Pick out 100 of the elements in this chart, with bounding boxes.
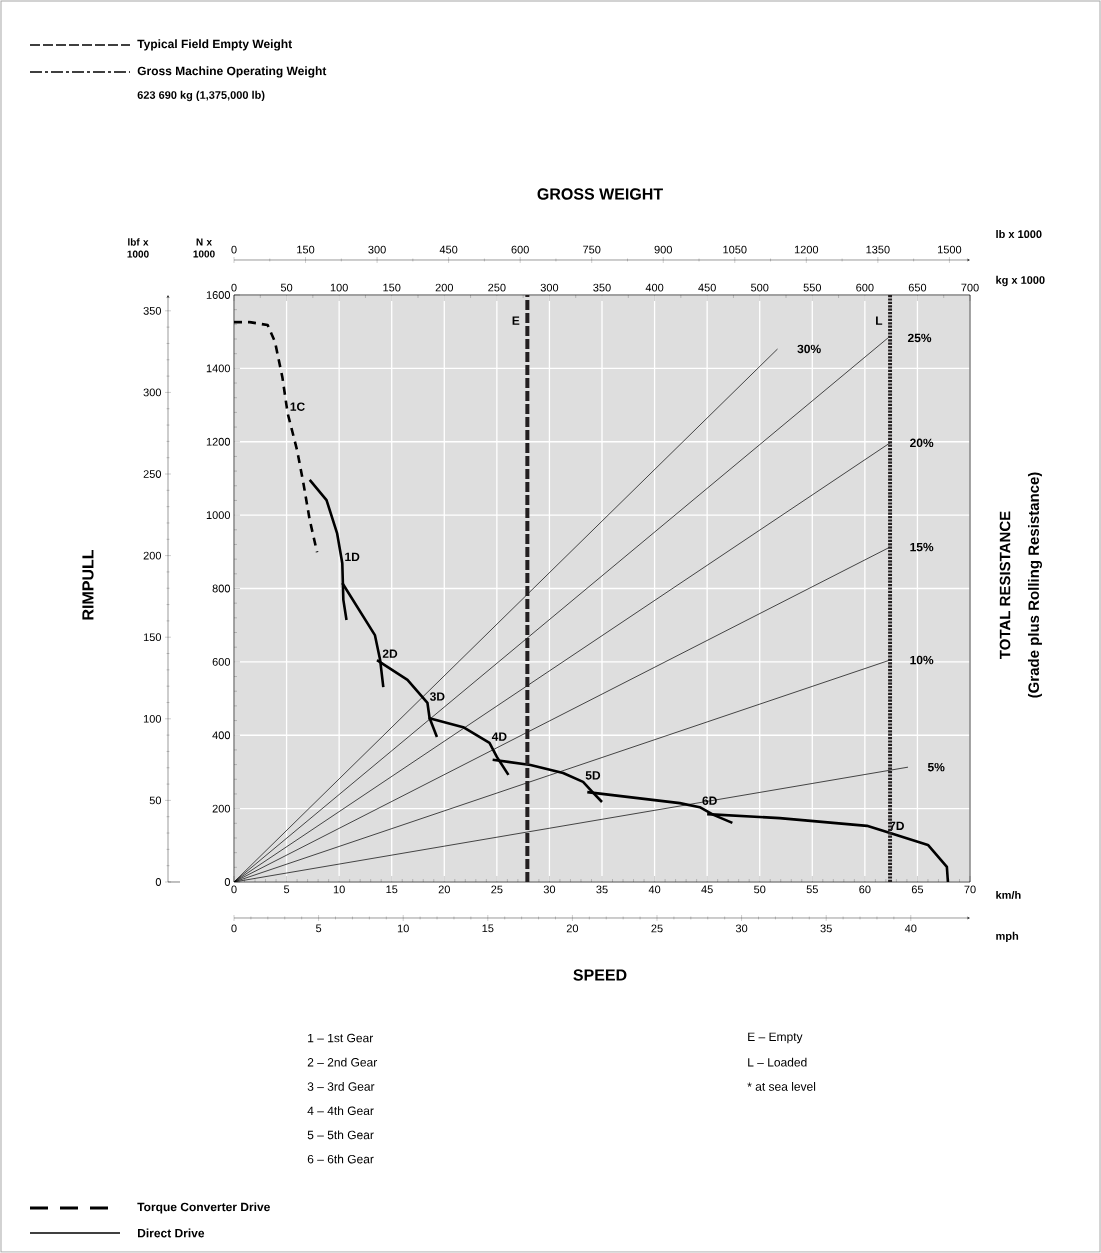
x2-tick-label: 25	[651, 924, 663, 933]
y2-axis-title: lbf x 1000	[127, 238, 149, 258]
x2-tick-label: 1500	[938, 245, 962, 254]
series-label: 25%	[907, 333, 932, 343]
ref-line-label: L	[876, 316, 883, 325]
y2-tick-label: 0	[155, 878, 162, 886]
x-tick-label: 25	[491, 885, 503, 894]
series-label: 15%	[910, 542, 934, 552]
y2-tick-label: 150	[143, 633, 162, 642]
x-tick-label: 60	[859, 885, 871, 894]
x-tick-label: 200	[435, 283, 454, 292]
text: 5 – 5th Gear	[307, 1130, 374, 1140]
x-tick-label: 450	[698, 283, 716, 292]
y2-tick-label: 300	[143, 388, 162, 397]
series-label: 10%	[910, 655, 934, 665]
x-tick-label: 45	[701, 885, 713, 894]
x-tick-label: 350	[593, 283, 611, 292]
text: (Grade plus Rolling Resistance)	[1027, 472, 1043, 698]
text: Gross Machine Operating Weight	[137, 66, 327, 78]
y-tick-label: 200	[212, 804, 231, 813]
y2-tick-label: 100	[143, 714, 162, 723]
x2-tick-label: 150	[297, 245, 315, 254]
x2-tick-label: 600	[511, 245, 529, 254]
x-axis-title: kg x 1000	[996, 275, 1045, 287]
y2-tick-label: 250	[143, 470, 162, 478]
y-tick-label: 0	[224, 878, 231, 886]
text: Torque Converter Drive	[137, 1202, 270, 1214]
series-label: 4D	[491, 732, 507, 741]
x2-tick-label: 300	[368, 245, 386, 254]
series-label: 5D	[585, 771, 601, 780]
text: 3 – 3rd Gear	[307, 1082, 375, 1091]
series-label: 6D	[702, 796, 717, 805]
text: L – Loaded	[748, 1057, 807, 1067]
x2-tick-label: 5	[315, 924, 322, 933]
x2-tick-label: 15	[482, 924, 494, 933]
x-tick-label: 20	[438, 885, 450, 894]
text: 1 – 1st Gear	[308, 1033, 374, 1043]
x-tick-label: 650	[908, 283, 927, 292]
x2-tick-label: 1050	[723, 245, 747, 254]
x-tick-label: 50	[754, 885, 766, 894]
x-tick-label: 35	[596, 885, 608, 894]
x-tick-label: 100	[330, 283, 348, 292]
x-tick-label: 700	[961, 283, 979, 292]
x-tick-label: 600	[856, 283, 874, 292]
x-tick-label: 15	[386, 885, 398, 894]
y-tick-label: 600	[212, 657, 231, 666]
series-label: 1C	[290, 402, 305, 411]
text: 4 – 4th Gear	[307, 1106, 374, 1115]
x-tick-label: 40	[648, 885, 661, 894]
x2-tick-label: 900	[654, 245, 672, 254]
x-tick-label: 5	[283, 885, 290, 894]
text: Typical Field Empty Weight	[137, 39, 292, 51]
series-label: 2D	[382, 649, 398, 658]
x2-tick-label: 1350	[866, 245, 890, 254]
text: 623 690 kg (1,375,000 lb)	[137, 90, 265, 102]
ref-line-label: E	[512, 316, 520, 325]
series-label: 3D	[429, 692, 445, 701]
x-tick-label: 0	[231, 283, 237, 292]
y-tick-label: 1200	[206, 437, 231, 446]
x2-tick-label: 0	[231, 924, 237, 933]
series-label: 30%	[797, 344, 821, 354]
text: RIMPULL	[82, 549, 94, 620]
text: SPEED	[573, 969, 627, 981]
y-tick-label: 800	[212, 584, 231, 593]
x2-tick-label: 35	[820, 924, 832, 933]
x-tick-label: 150	[383, 283, 401, 292]
x-tick-label: 550	[803, 283, 822, 292]
y-axis-title: N x 1000	[193, 238, 215, 258]
x-axis-title: km/h	[996, 890, 1021, 900]
x2-tick-label: 0	[231, 245, 237, 254]
x2-tick-label: 750	[583, 245, 601, 254]
y-tick-label: 1400	[206, 364, 231, 373]
text: Direct Drive	[138, 1228, 205, 1238]
series-label: 20%	[910, 438, 934, 448]
y2-tick-label: 50	[149, 796, 162, 805]
x-tick-label: 300	[540, 283, 559, 292]
x-tick-label: 10	[333, 885, 345, 894]
x-tick-label: 55	[806, 885, 818, 894]
x-tick-label: 400	[645, 283, 664, 292]
x-tick-label: 500	[750, 283, 769, 292]
x-tick-label: 30	[543, 885, 556, 894]
x-tick-label: 65	[911, 885, 924, 894]
y-tick-label: 1000	[206, 511, 231, 520]
y-tick-label: 400	[212, 731, 231, 740]
x2-tick-label: 450	[439, 245, 458, 254]
text: 2 – 2nd Gear	[307, 1057, 378, 1067]
x2-tick-label: 30	[735, 924, 748, 933]
y2-tick-label: 200	[143, 551, 162, 560]
y2-tick-label: 350	[143, 306, 162, 315]
x2-tick-label: 1200	[794, 245, 819, 254]
text: E – Empty	[748, 1032, 803, 1044]
text: * at sea level	[747, 1082, 816, 1091]
series-label: 1D	[345, 552, 360, 561]
text: TOTAL RESISTANCE	[999, 511, 1011, 659]
x-tick-label: 0	[231, 885, 237, 894]
text: GROSS WEIGHT	[537, 188, 663, 200]
x2-axis-title: lb x 1000	[996, 229, 1042, 239]
x2-tick-label: 10	[397, 924, 409, 933]
text: 6 – 6th Gear	[307, 1154, 374, 1164]
x-tick-label: 70	[964, 885, 976, 894]
